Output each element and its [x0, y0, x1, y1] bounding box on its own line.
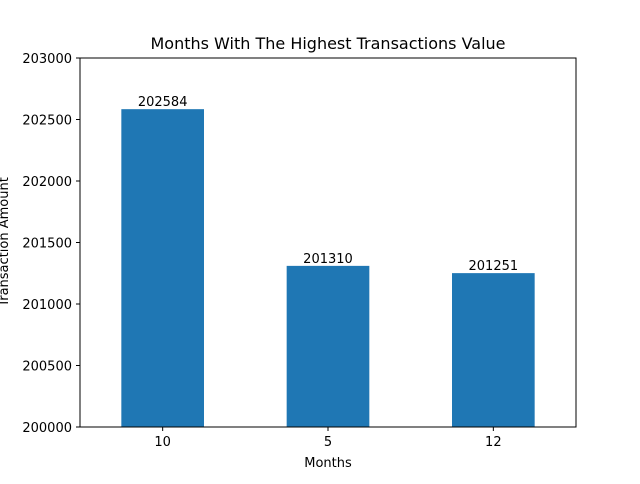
x-tick-label-5: 5 [324, 435, 332, 450]
axes-frame [79, 57, 577, 428]
data-label-10: 202584 [138, 95, 188, 110]
y-tick-label-202000: 202000 [22, 175, 72, 190]
bar-5 [286, 265, 370, 427]
y-tick-label-202500: 202500 [22, 114, 72, 129]
data-label-5: 201310 [303, 252, 353, 267]
chart-title: Months With The Highest Transactions Val… [150, 34, 505, 53]
bar-10 [121, 109, 204, 427]
y-tick-label-201000: 201000 [22, 298, 72, 313]
y-tick-label-200000: 200000 [22, 421, 72, 436]
x-axis-label: Months [304, 456, 352, 471]
x-tick-label-10: 10 [154, 435, 171, 450]
y-tick-label-201500: 201500 [22, 237, 72, 252]
y-tick-label-200500: 200500 [22, 360, 72, 375]
plot-area: 202584 10 201310 5 201251 12 200000 200500 20100… [22, 52, 577, 450]
x-tick-label-12: 12 [485, 435, 502, 450]
data-label-12: 201251 [469, 259, 519, 274]
y-axis-label: Transaction Amount [0, 177, 12, 308]
y-tick-label-203000: 203000 [22, 52, 72, 67]
bar-12 [452, 273, 535, 427]
